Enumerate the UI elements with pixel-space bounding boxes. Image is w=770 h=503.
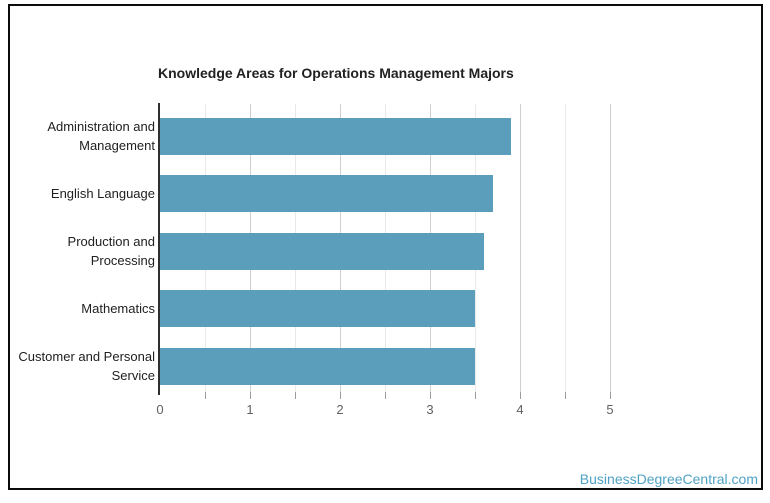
bar — [160, 117, 511, 155]
chart-title: Knowledge Areas for Operations Managemen… — [158, 65, 514, 81]
y-axis-line — [158, 103, 160, 395]
axis-tick-mark — [610, 392, 611, 399]
x-axis-label: 3 — [426, 402, 434, 417]
x-axis-label: 2 — [336, 402, 344, 417]
axis-tick-mark — [430, 392, 431, 399]
bar — [160, 347, 475, 385]
gridline — [520, 104, 521, 392]
watermark-text: BusinessDegreeCentral.com — [579, 471, 758, 487]
category-label: Administration and Management — [47, 119, 155, 153]
bar — [160, 175, 493, 213]
category-label: Mathematics — [81, 301, 155, 316]
axis-tick-mark — [295, 392, 296, 399]
axis-tick-mark — [340, 392, 341, 399]
x-axis-label: 0 — [156, 402, 164, 417]
axis-tick-mark — [520, 392, 521, 399]
axis-tick-mark — [385, 392, 386, 399]
gridline — [610, 104, 611, 392]
category-label: Customer and Personal Service — [18, 349, 155, 383]
bar — [160, 232, 484, 270]
chart-border — [8, 4, 763, 490]
x-axis-label: 1 — [246, 402, 254, 417]
axis-tick-mark — [565, 392, 566, 399]
axis-tick-mark — [205, 392, 206, 399]
x-axis-label: 4 — [516, 402, 524, 417]
gridline — [565, 104, 566, 392]
axis-tick-mark — [475, 392, 476, 399]
bar — [160, 290, 475, 328]
x-axis-label: 5 — [606, 402, 614, 417]
axis-tick-mark — [250, 392, 251, 399]
category-label: Production and Processing — [67, 234, 155, 268]
category-label: English Language — [50, 186, 155, 201]
